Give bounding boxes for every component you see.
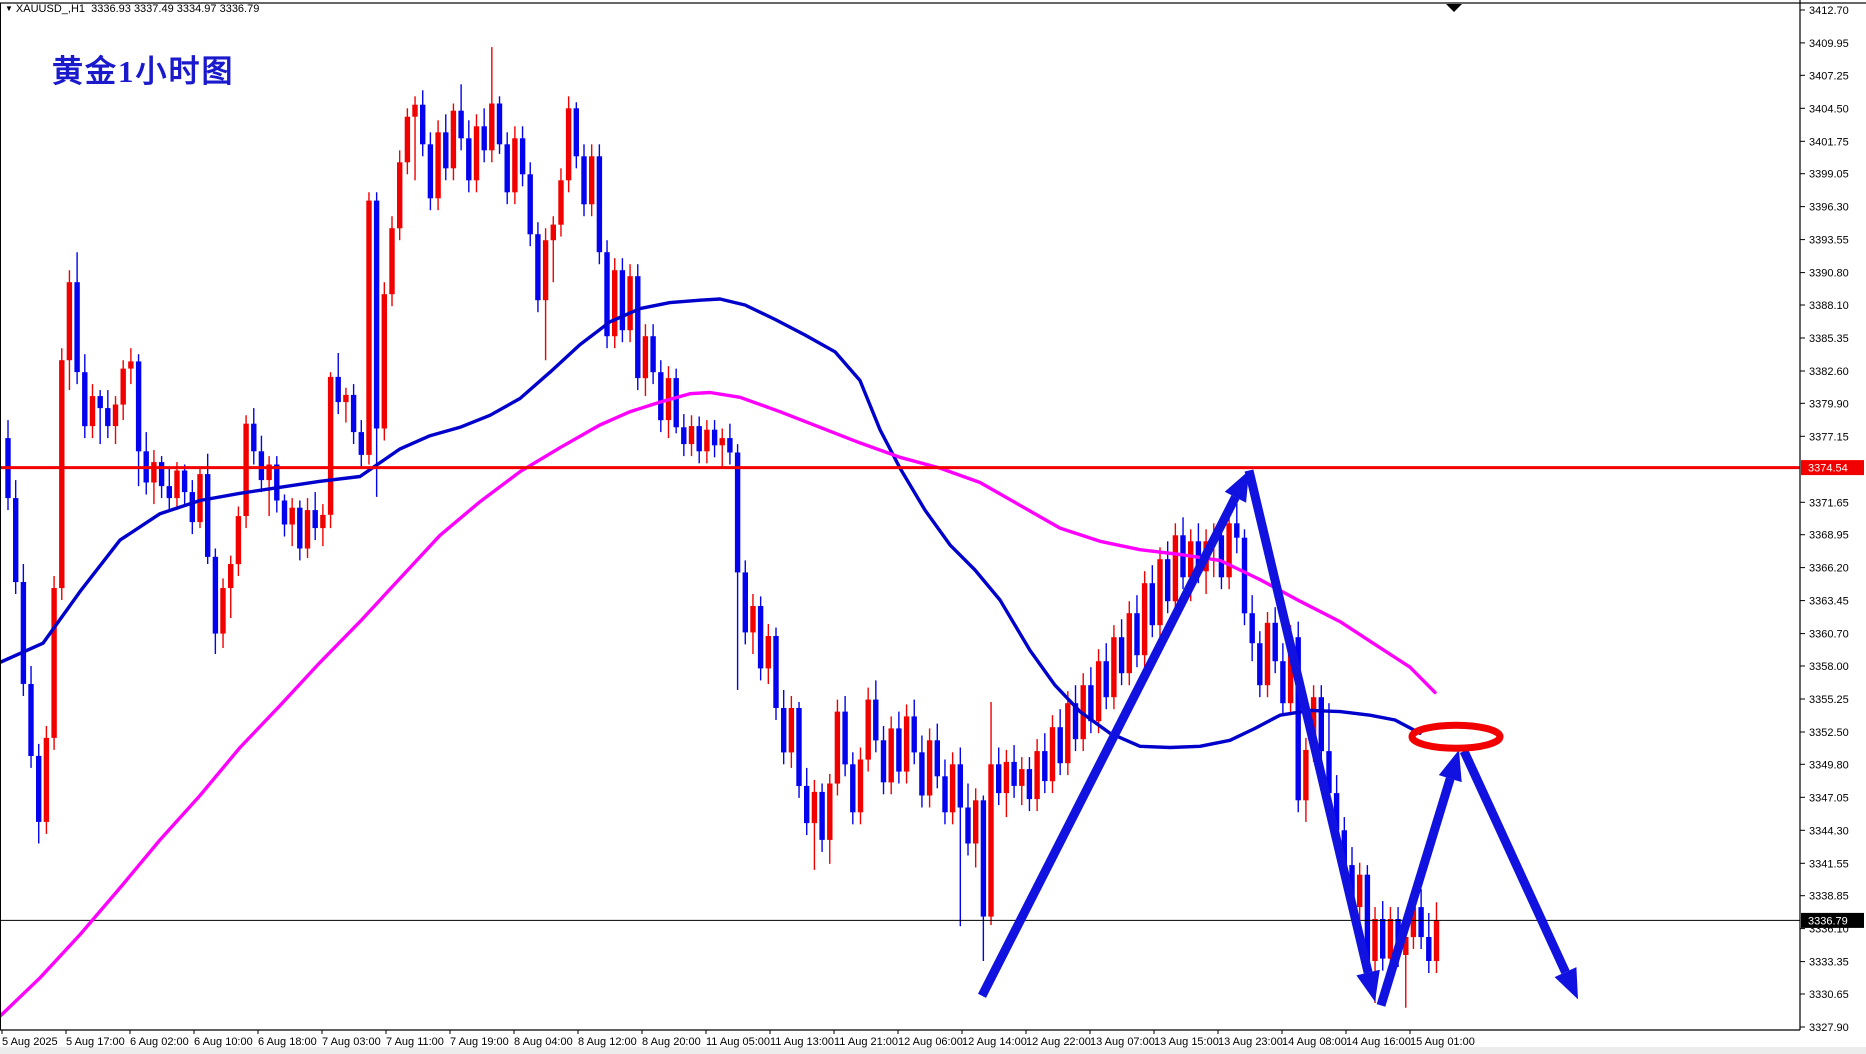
time-tick-label: 12 Aug 14:00: [962, 1036, 1027, 1048]
time-tick-label: 8 Aug 04:00: [514, 1036, 573, 1048]
time-tick-label: 14 Aug 16:00: [1346, 1036, 1411, 1048]
price-axis: 3412.70 3409.95 3407.25 3404.50 3401.75 3399.…: [1800, 5, 1849, 1034]
bid-price-tag: 3336.79: [1801, 912, 1864, 928]
price-tick-label: 3368.95: [1809, 530, 1849, 542]
chart-annotation-text[interactable]: 黄金1小时图: [52, 54, 235, 89]
svg-text:3374.54: 3374.54: [1808, 463, 1848, 475]
price-tick-label: 3377.15: [1809, 431, 1849, 443]
price-tick-label: 3355.25: [1809, 694, 1849, 706]
price-tick-label: 3409.95: [1809, 38, 1849, 50]
price-tick-label: 3327.90: [1809, 1022, 1849, 1034]
time-tick-label: 11 Aug 13:00: [770, 1036, 834, 1048]
time-tick-label: 13 Aug 23:00: [1218, 1036, 1283, 1048]
time-tick-label: 13 Aug 07:00: [1090, 1036, 1155, 1048]
symbol-period-label: XAUUSD_,H1: [15, 3, 85, 15]
price-tick-label: 3366.20: [1809, 563, 1849, 575]
price-tick-label: 3349.80: [1809, 759, 1849, 771]
time-tick-label: 8 Aug 20:00: [642, 1036, 701, 1048]
price-tick-label: 3371.65: [1809, 497, 1849, 509]
time-tick-label: 12 Aug 06:00: [898, 1036, 963, 1048]
price-tick-label: 3363.45: [1809, 596, 1849, 608]
price-tick-label: 3390.80: [1809, 268, 1849, 280]
price-tick-label: 3396.30: [1809, 202, 1849, 214]
price-tick-label: 3401.75: [1809, 136, 1849, 148]
resistance-price-tag: 3374.54: [1801, 460, 1864, 476]
time-tick-label: 6 Aug 18:00: [258, 1036, 317, 1048]
price-tick-label: 3341.55: [1809, 858, 1849, 870]
price-tick-label: 3399.05: [1809, 169, 1849, 181]
price-tick-label: 3412.70: [1809, 5, 1849, 17]
time-axis: 5 Aug 2025 5 Aug 17:00 6 Aug 02:00 6 Aug 10…: [1, 1030, 1475, 1048]
time-tick-label: 5 Aug 17:00: [66, 1036, 125, 1048]
time-tick-label: 7 Aug 11:00: [386, 1036, 444, 1048]
time-tick-label: 11 Aug 05:00: [706, 1036, 770, 1048]
price-tick-label: 3382.60: [1809, 366, 1849, 378]
time-tick-label: 7 Aug 19:00: [450, 1036, 509, 1048]
price-tick-label: 3358.00: [1809, 661, 1849, 673]
svg-text:3336.79: 3336.79: [1808, 915, 1848, 927]
time-tick-label: 5 Aug 2025: [2, 1036, 58, 1048]
price-tick-label: 3338.85: [1809, 891, 1849, 903]
price-tick-label: 3379.90: [1809, 398, 1849, 410]
time-tick-label: 15 Aug 01:00: [1410, 1036, 1475, 1048]
time-tick-label: 14 Aug 08:00: [1282, 1036, 1347, 1048]
price-tick-label: 3347.05: [1809, 792, 1849, 804]
time-tick-label: 6 Aug 10:00: [194, 1036, 253, 1048]
time-tick-label: 12 Aug 22:00: [1026, 1036, 1091, 1048]
price-tick-label: 3388.10: [1809, 300, 1849, 312]
ohlc-values: 3336.93 3337.49 3334.97 3336.79: [91, 3, 260, 15]
collapse-triangle-icon[interactable]: ▼: [5, 4, 13, 13]
time-tick-label: 8 Aug 12:00: [578, 1036, 637, 1048]
price-tick-label: 3407.25: [1809, 70, 1849, 82]
ma-slow-line[interactable]: [0, 390, 1437, 1018]
candles: [5, 47, 1440, 1008]
chart-shift-marker-icon[interactable]: [1446, 4, 1462, 12]
price-tick-label: 3352.50: [1809, 727, 1849, 739]
ma-fast-line[interactable]: [0, 297, 1422, 750]
time-tick-label: 13 Aug 15:00: [1154, 1036, 1219, 1048]
price-tick-label: 3344.30: [1809, 825, 1849, 837]
time-tick-label: 6 Aug 02:00: [130, 1036, 189, 1048]
trend-arrows[interactable]: [977, 469, 1578, 1007]
time-tick-label: 7 Aug 03:00: [322, 1036, 381, 1048]
price-tick-label: 3333.35: [1809, 957, 1849, 969]
price-tick-label: 3385.35: [1809, 333, 1849, 345]
price-tick-label: 3360.70: [1809, 629, 1849, 641]
price-tick-label: 3330.65: [1809, 989, 1849, 1001]
chart-title-bar: ▼ XAUUSD_,H1 3336.93 3337.49 3334.97 3336…: [5, 3, 259, 15]
price-tick-label: 3393.55: [1809, 235, 1849, 247]
time-tick-label: 11 Aug 21:00: [834, 1036, 898, 1048]
price-tick-label: 3404.50: [1809, 103, 1849, 115]
highlight-ellipse[interactable]: [1408, 721, 1504, 752]
